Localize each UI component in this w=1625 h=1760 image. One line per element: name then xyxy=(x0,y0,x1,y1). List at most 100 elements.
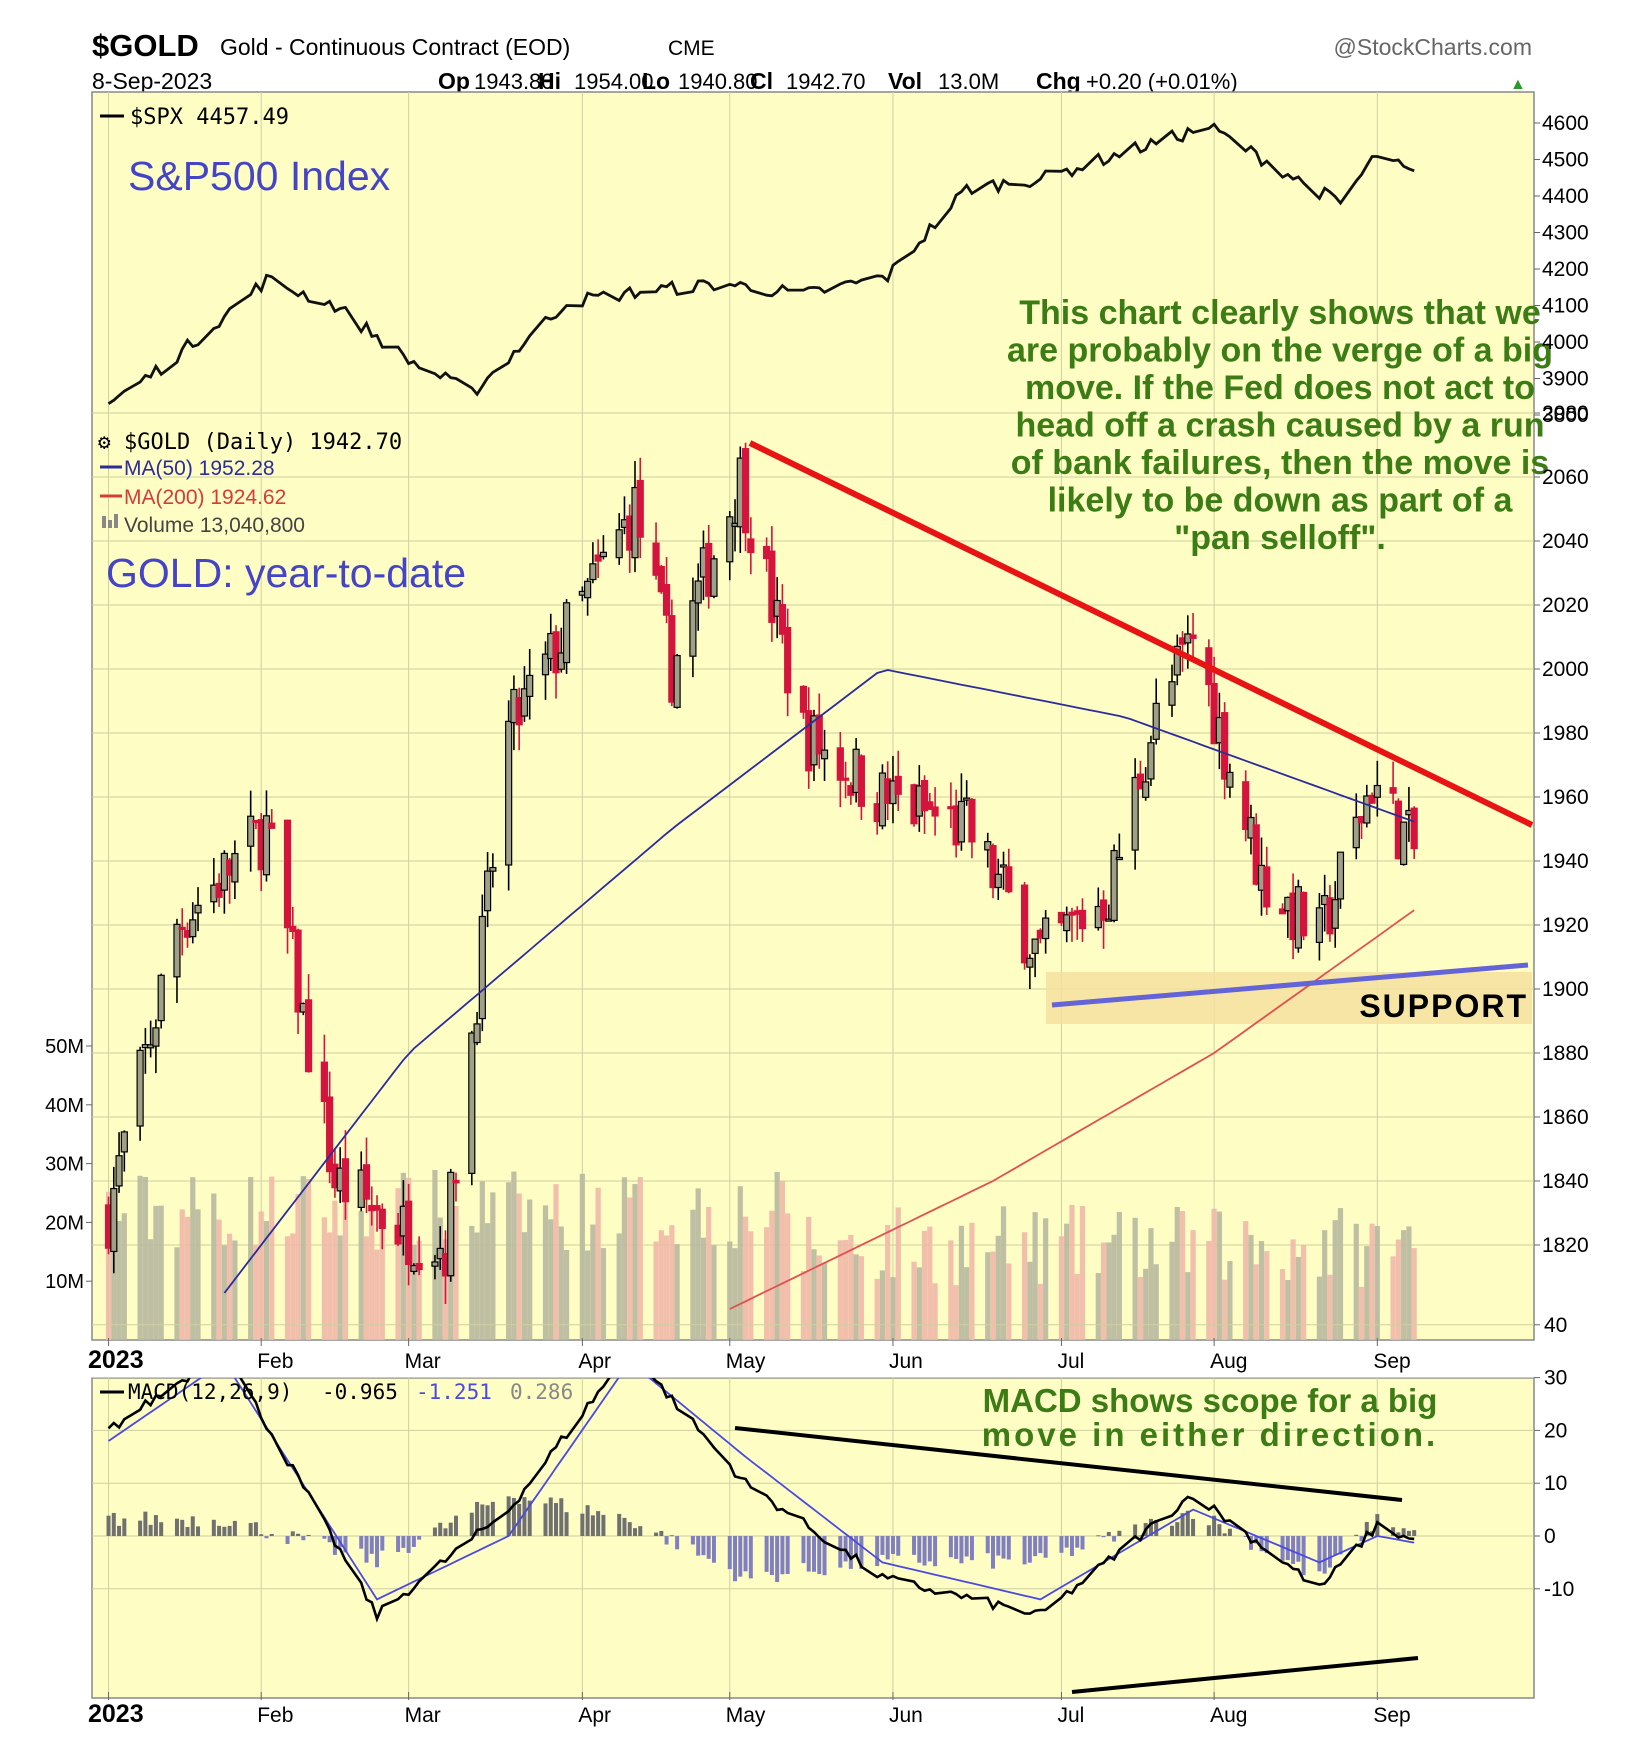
macd-hist-bar xyxy=(706,1536,711,1559)
macd-hist-bar xyxy=(543,1503,548,1536)
candle-body xyxy=(231,852,239,883)
macd-tick-label: 0 xyxy=(1544,1525,1556,1548)
volume-bar xyxy=(121,1213,127,1340)
macd-hist-bar xyxy=(485,1505,490,1536)
header-brand: @StockCharts.com xyxy=(1334,34,1532,60)
candle xyxy=(778,584,787,644)
volume-bar xyxy=(890,1277,896,1340)
candle-body xyxy=(636,479,644,538)
macd-hist-bar xyxy=(580,1513,585,1536)
volume-bar xyxy=(216,1219,222,1340)
gold-legend-ma200: MA(200) 1924.62 xyxy=(124,486,286,509)
macd-grid xyxy=(92,1324,1534,1698)
candle-body xyxy=(652,542,660,576)
x-axis-label: Sep xyxy=(1373,1704,1410,1727)
volume-bar xyxy=(332,1200,338,1340)
candle-body xyxy=(1389,787,1397,794)
macd-hist-bar xyxy=(248,1523,253,1536)
macd-hist-bar xyxy=(1180,1513,1185,1536)
candle xyxy=(741,442,750,552)
macd-tick-label: 40 xyxy=(1544,1314,1567,1337)
macd-hist-bar xyxy=(1396,1532,1401,1536)
volume-bar xyxy=(1153,1264,1159,1340)
candle xyxy=(283,819,292,954)
volume-bar xyxy=(1116,1211,1122,1340)
volume-bar xyxy=(711,1245,717,1340)
macd-hist-bar xyxy=(838,1536,843,1568)
volume-bar xyxy=(258,1211,264,1340)
x-axis-label: Apr xyxy=(578,1350,611,1373)
macd-hist-bar xyxy=(675,1536,680,1550)
macd-hist-bar xyxy=(1391,1527,1396,1536)
candle xyxy=(1110,844,1118,923)
volume-bar xyxy=(474,1232,480,1340)
macd-hist-bar xyxy=(927,1536,932,1562)
candle xyxy=(710,555,718,599)
macd-hist-bar xyxy=(1075,1536,1080,1548)
volume-bar xyxy=(985,1252,991,1340)
volume-swatch-3 xyxy=(114,514,118,528)
macd-hist-bar xyxy=(401,1536,406,1548)
volume-bar xyxy=(1248,1234,1254,1340)
candle xyxy=(1142,767,1150,801)
candle-body xyxy=(1026,957,1034,968)
volume-bar xyxy=(542,1205,549,1340)
volume-bar xyxy=(621,1177,628,1340)
volume-bar xyxy=(874,1278,880,1340)
ohlc-label: Lo xyxy=(642,68,670,94)
candle xyxy=(1410,806,1418,859)
macd-hist-bar xyxy=(948,1536,953,1558)
candle-body xyxy=(452,1179,460,1184)
gold-legend-icon: ⚙ xyxy=(98,430,111,454)
macd-hist-bar xyxy=(969,1536,974,1561)
candle-body xyxy=(768,550,776,623)
volume-bar xyxy=(964,1267,970,1340)
candle-body xyxy=(283,819,292,929)
candle-body xyxy=(157,974,165,1022)
macd-hist-bar xyxy=(727,1536,732,1570)
candle xyxy=(1031,938,1039,978)
volume-bar xyxy=(521,1232,528,1340)
volume-bar xyxy=(190,1177,196,1340)
macd-hist-bar xyxy=(506,1496,511,1536)
candle-body xyxy=(373,1205,381,1211)
volume-bar xyxy=(785,1213,791,1340)
candle xyxy=(1263,846,1271,916)
macd-hist-bar xyxy=(1327,1536,1332,1568)
volume-bar xyxy=(363,1236,370,1340)
macd-hist-bar xyxy=(875,1536,880,1567)
macd-signal-line xyxy=(107,1378,1415,1601)
volume-bar xyxy=(516,1193,522,1340)
volume-bar xyxy=(658,1230,664,1340)
candle-body xyxy=(489,866,497,872)
ohlc-label: Op xyxy=(438,68,470,94)
volume-bar xyxy=(879,1270,886,1340)
candle-body xyxy=(304,999,313,1073)
volume-bar xyxy=(1374,1225,1380,1340)
volume-bar xyxy=(490,1192,496,1340)
candle xyxy=(1026,954,1034,990)
volume-bar xyxy=(1332,1220,1338,1340)
candle-body xyxy=(968,798,976,843)
volume-bar xyxy=(211,1193,217,1340)
gold-tick-label: 2000 xyxy=(1542,658,1589,681)
macd-hist-bar xyxy=(217,1525,222,1536)
candle-body xyxy=(194,904,202,914)
candle xyxy=(1173,634,1181,686)
volume-bar xyxy=(1179,1211,1186,1340)
macd-hist-bar xyxy=(1296,1536,1301,1562)
macd-hist-bar xyxy=(1364,1522,1369,1536)
volume-bar xyxy=(321,1217,327,1340)
annotation-line: of bank failures, then the move is xyxy=(1011,444,1549,482)
macd-hist-bar xyxy=(1354,1534,1359,1536)
candle-body xyxy=(1400,821,1408,866)
volume-bar xyxy=(742,1216,749,1340)
macd-hist-bar xyxy=(664,1536,669,1545)
macd-hist-bar xyxy=(1101,1536,1106,1538)
macd-hist-bar xyxy=(617,1513,622,1536)
macd-hist-bar xyxy=(885,1536,890,1560)
annotation-line: This chart clearly shows that we xyxy=(1019,294,1541,332)
macd-hist-bar xyxy=(111,1512,116,1536)
gold-tick-label: 2040 xyxy=(1542,530,1589,553)
candle-body xyxy=(589,563,597,581)
